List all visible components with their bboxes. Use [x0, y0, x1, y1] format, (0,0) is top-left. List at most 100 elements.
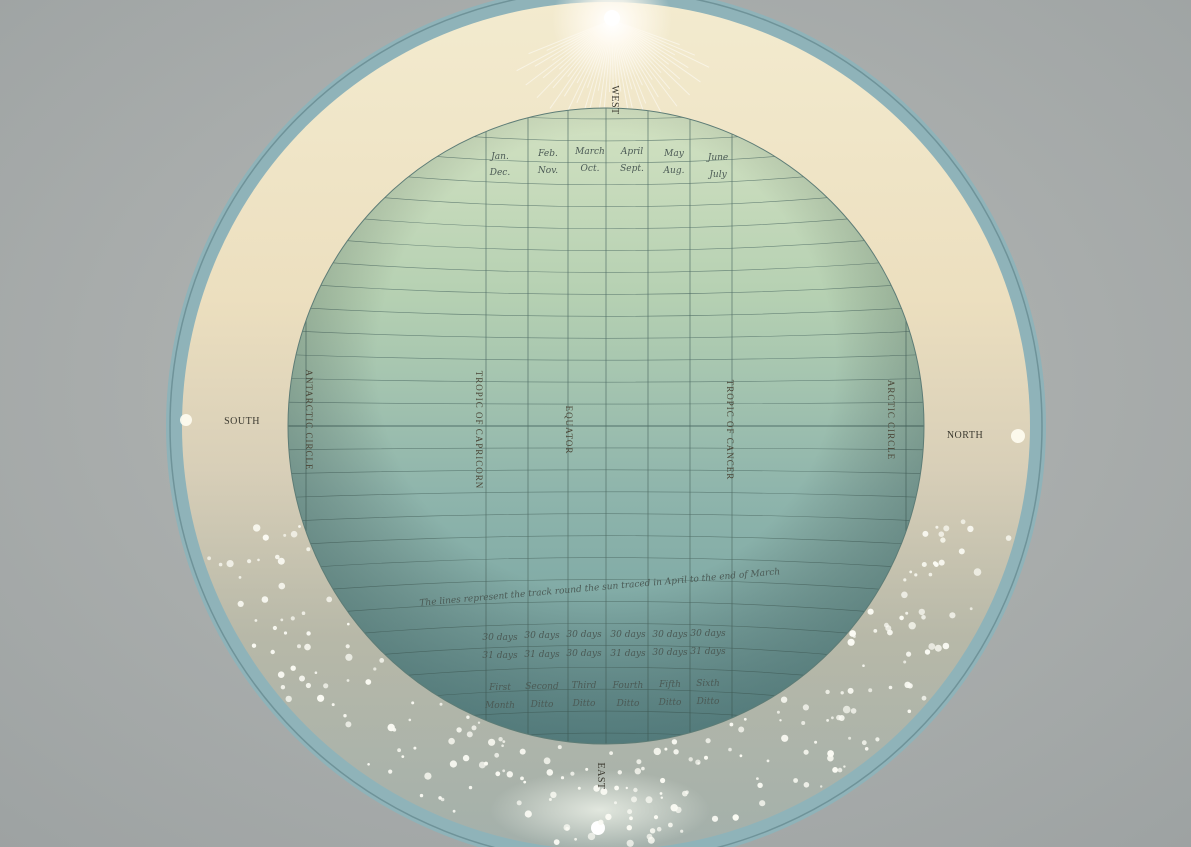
star: [801, 721, 806, 725]
star: [675, 806, 682, 814]
star: [935, 525, 939, 529]
star: [449, 760, 457, 768]
star: [868, 688, 873, 693]
star: [781, 734, 789, 742]
north-point: [1011, 429, 1025, 443]
star: [257, 558, 260, 562]
top-month-table: Jan. Feb. March April May June Dec. Nov.…: [489, 147, 728, 180]
star: [938, 559, 945, 566]
star: [958, 548, 965, 555]
bottom-table-cell: First: [488, 683, 511, 693]
star: [506, 771, 513, 778]
bottom-table-cell: Ditto: [616, 699, 640, 709]
bottom-table-cell: Ditto: [696, 697, 720, 707]
star: [553, 839, 560, 845]
compass-south: SOUTH: [224, 416, 260, 427]
star: [664, 747, 668, 751]
bottom-table-cell: 31 days: [610, 649, 646, 659]
star: [705, 738, 711, 744]
star: [960, 519, 966, 525]
star: [471, 725, 477, 731]
star: [317, 694, 325, 702]
star: [668, 822, 673, 828]
star: [827, 750, 834, 757]
star: [832, 767, 838, 773]
star: [653, 747, 661, 756]
star: [766, 759, 770, 763]
star: [585, 767, 589, 771]
star: [776, 710, 780, 714]
top-table-cell: Jan.: [489, 152, 509, 162]
star: [462, 754, 470, 762]
star: [862, 664, 865, 667]
star: [885, 625, 892, 632]
star: [253, 524, 261, 532]
star: [938, 531, 945, 537]
star: [660, 796, 663, 799]
star: [609, 751, 613, 755]
star: [605, 813, 612, 821]
star: [574, 837, 577, 841]
star: [498, 737, 503, 742]
star: [922, 530, 929, 537]
star: [277, 557, 285, 565]
sun-glow: [552, 0, 672, 82]
star: [218, 562, 223, 567]
globe: [287, 107, 925, 745]
star: [739, 754, 743, 758]
top-table-cell: March: [574, 147, 605, 157]
star: [305, 682, 311, 689]
star: [373, 667, 377, 671]
star: [847, 638, 855, 646]
star: [331, 703, 335, 707]
bottom-table-cell: Fifth: [658, 680, 681, 690]
star: [636, 759, 642, 765]
star: [909, 570, 913, 574]
bottom-table-cell: 30 days: [652, 630, 688, 640]
star: [367, 763, 370, 766]
star: [899, 615, 904, 621]
star: [495, 771, 501, 777]
bottom-table-cell: Ditto: [658, 698, 682, 708]
antarctic-circle-label: ANTARCTIC CIRCLE: [304, 369, 314, 470]
star: [254, 619, 258, 622]
star: [729, 722, 734, 727]
star: [738, 726, 745, 733]
star: [304, 643, 311, 651]
star: [617, 770, 622, 775]
compass-north: NORTH: [947, 430, 983, 441]
star: [949, 612, 956, 619]
star: [565, 826, 570, 831]
bottom-table-cell: Ditto: [530, 700, 554, 710]
star: [314, 671, 318, 674]
star: [932, 561, 938, 566]
star: [502, 769, 506, 773]
star: [906, 651, 912, 657]
star: [290, 616, 295, 621]
bottom-day-table: 30 days 30 days 30 days 30 days 30 days …: [482, 629, 726, 711]
star: [297, 644, 301, 649]
star: [468, 785, 473, 790]
star: [848, 736, 852, 740]
star: [280, 685, 286, 690]
star: [631, 796, 637, 803]
star: [456, 727, 462, 733]
star: [973, 568, 982, 576]
star: [873, 629, 878, 633]
bottom-table-cell: 30 days: [566, 649, 602, 659]
star: [671, 739, 678, 745]
star: [625, 786, 628, 790]
star: [759, 800, 766, 807]
star: [466, 715, 470, 719]
star: [546, 769, 554, 776]
star: [673, 749, 679, 755]
star: [779, 719, 782, 722]
bottom-table-cell: 30 days: [652, 648, 688, 658]
star: [645, 796, 653, 804]
star: [704, 755, 708, 760]
star: [629, 816, 633, 821]
star: [277, 671, 285, 678]
star: [928, 572, 933, 577]
top-table-cell: Aug.: [663, 166, 685, 176]
